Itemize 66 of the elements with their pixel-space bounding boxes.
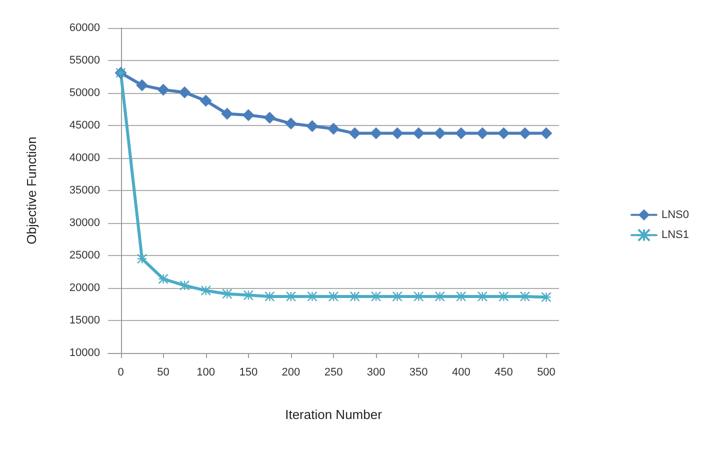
point (477, 291, 488, 302)
y-tick-label: 35000 (69, 184, 100, 196)
point (370, 291, 382, 302)
x-tick-label: 100 (196, 366, 216, 378)
x-tick-label: 300 (366, 366, 386, 378)
point (370, 127, 382, 140)
point (540, 127, 552, 140)
point (392, 291, 402, 302)
point (520, 291, 530, 302)
point (455, 127, 468, 140)
point (413, 291, 424, 302)
x-tick-label: 500 (537, 366, 556, 378)
point (328, 291, 339, 302)
point (221, 108, 234, 120)
y-tick-label: 60000 (69, 22, 100, 34)
point (136, 254, 148, 264)
point (179, 280, 190, 290)
point (541, 292, 552, 302)
y-tick-label: 40000 (69, 152, 100, 164)
point (242, 109, 254, 122)
point (178, 86, 191, 98)
point (136, 79, 148, 92)
y-tick-label: 15000 (69, 314, 100, 326)
point (243, 290, 254, 300)
point (222, 288, 232, 299)
point (200, 94, 212, 107)
point (264, 112, 276, 124)
point (456, 291, 466, 302)
point (391, 127, 404, 140)
point (306, 120, 318, 132)
point (476, 127, 488, 140)
point (284, 118, 297, 130)
point (328, 122, 340, 135)
x-tick-label: 150 (239, 366, 258, 378)
point (200, 286, 211, 296)
point (518, 127, 531, 140)
x-tick-label: 450 (494, 366, 513, 378)
legend-label: LNS0 (661, 208, 690, 221)
legend-label: LNS1 (661, 229, 690, 242)
point (434, 291, 445, 302)
x-tick-label: 0 (118, 366, 124, 378)
point (264, 291, 275, 302)
y-tick-label: 25000 (69, 250, 100, 262)
point (434, 127, 446, 140)
point (158, 274, 168, 284)
x-tick-label: 250 (324, 366, 343, 378)
point (498, 127, 510, 140)
x-tick-label: 200 (282, 366, 300, 378)
point (157, 84, 170, 96)
x-tick-label: 400 (452, 366, 470, 378)
y-tick-label: 45000 (69, 120, 100, 132)
point (307, 291, 318, 302)
x-tick-label: 50 (157, 366, 170, 378)
y-tick-label: 50000 (69, 87, 100, 99)
point (412, 127, 425, 140)
point (350, 291, 360, 302)
y-tick-label: 30000 (69, 217, 100, 229)
y-tick-label: 55000 (69, 54, 100, 66)
point (498, 291, 509, 302)
x-tick-label: 350 (409, 366, 428, 378)
point (348, 127, 361, 140)
x-axis-title: Iteration Number (285, 407, 383, 422)
point (286, 291, 296, 302)
y-axis-title: Objective Function (24, 136, 39, 244)
y-tick-label: 10000 (69, 347, 100, 359)
y-tick-label: 20000 (69, 282, 100, 294)
